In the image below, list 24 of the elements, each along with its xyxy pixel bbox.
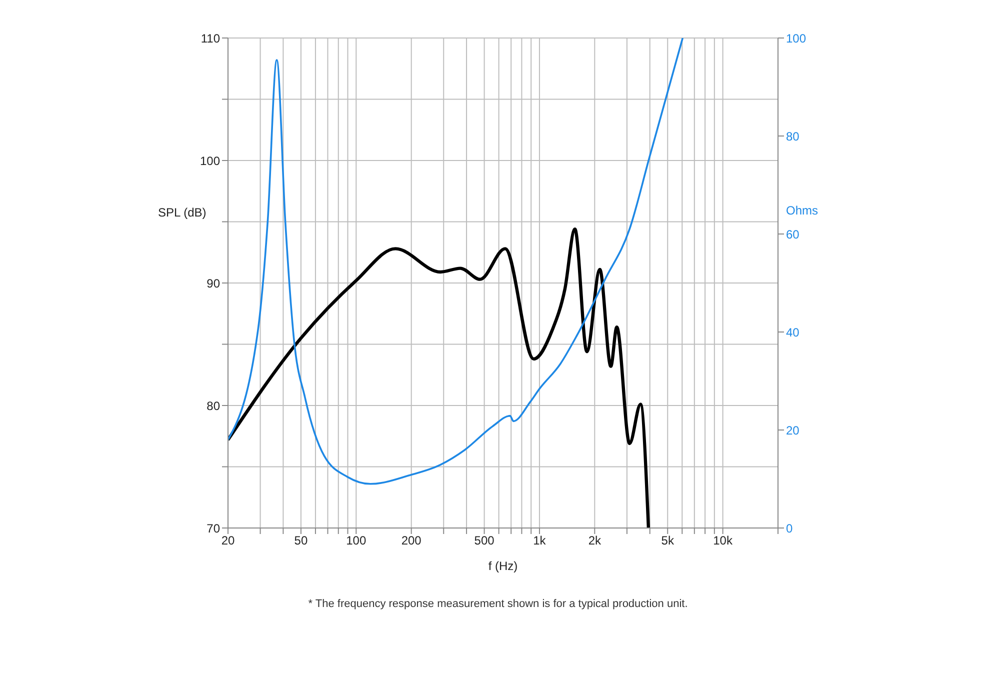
x-axis-title: f (Hz) [488,559,518,573]
x-tick-label: 2k [588,534,602,548]
y2-tick-label: 40 [786,325,800,340]
y-tick-label: 100 [200,154,220,168]
y-tick-label: 80 [206,398,220,413]
y2-tick-label: 60 [786,227,800,242]
y-tick-label: 70 [206,521,220,536]
x-tick-label: 5k [661,534,675,548]
y2-tick-label: 0 [786,521,793,536]
x-tick-label: 1k [533,534,547,548]
y2-tick-label: 80 [786,129,800,144]
text: * The frequency response measurement shown is for a typical production unit. [307,598,689,610]
x-tick-label: 50 [294,534,308,548]
x-tick-label: 20 [221,534,235,548]
y-tick-label: 110 [200,31,220,46]
y-axis-title: SPL (dB) [158,206,206,220]
y-tick-label: 90 [206,276,220,290]
x-tick-label: 200 [401,534,422,548]
x-tick-label: 10k [713,534,734,548]
x-tick-label: 100 [346,534,366,548]
y2-tick-label: 20 [786,423,800,438]
x-tick-label: 500 [474,534,495,548]
y2-axis-title: Ohms [786,204,818,218]
y2-tick-label: 100 [786,31,806,46]
